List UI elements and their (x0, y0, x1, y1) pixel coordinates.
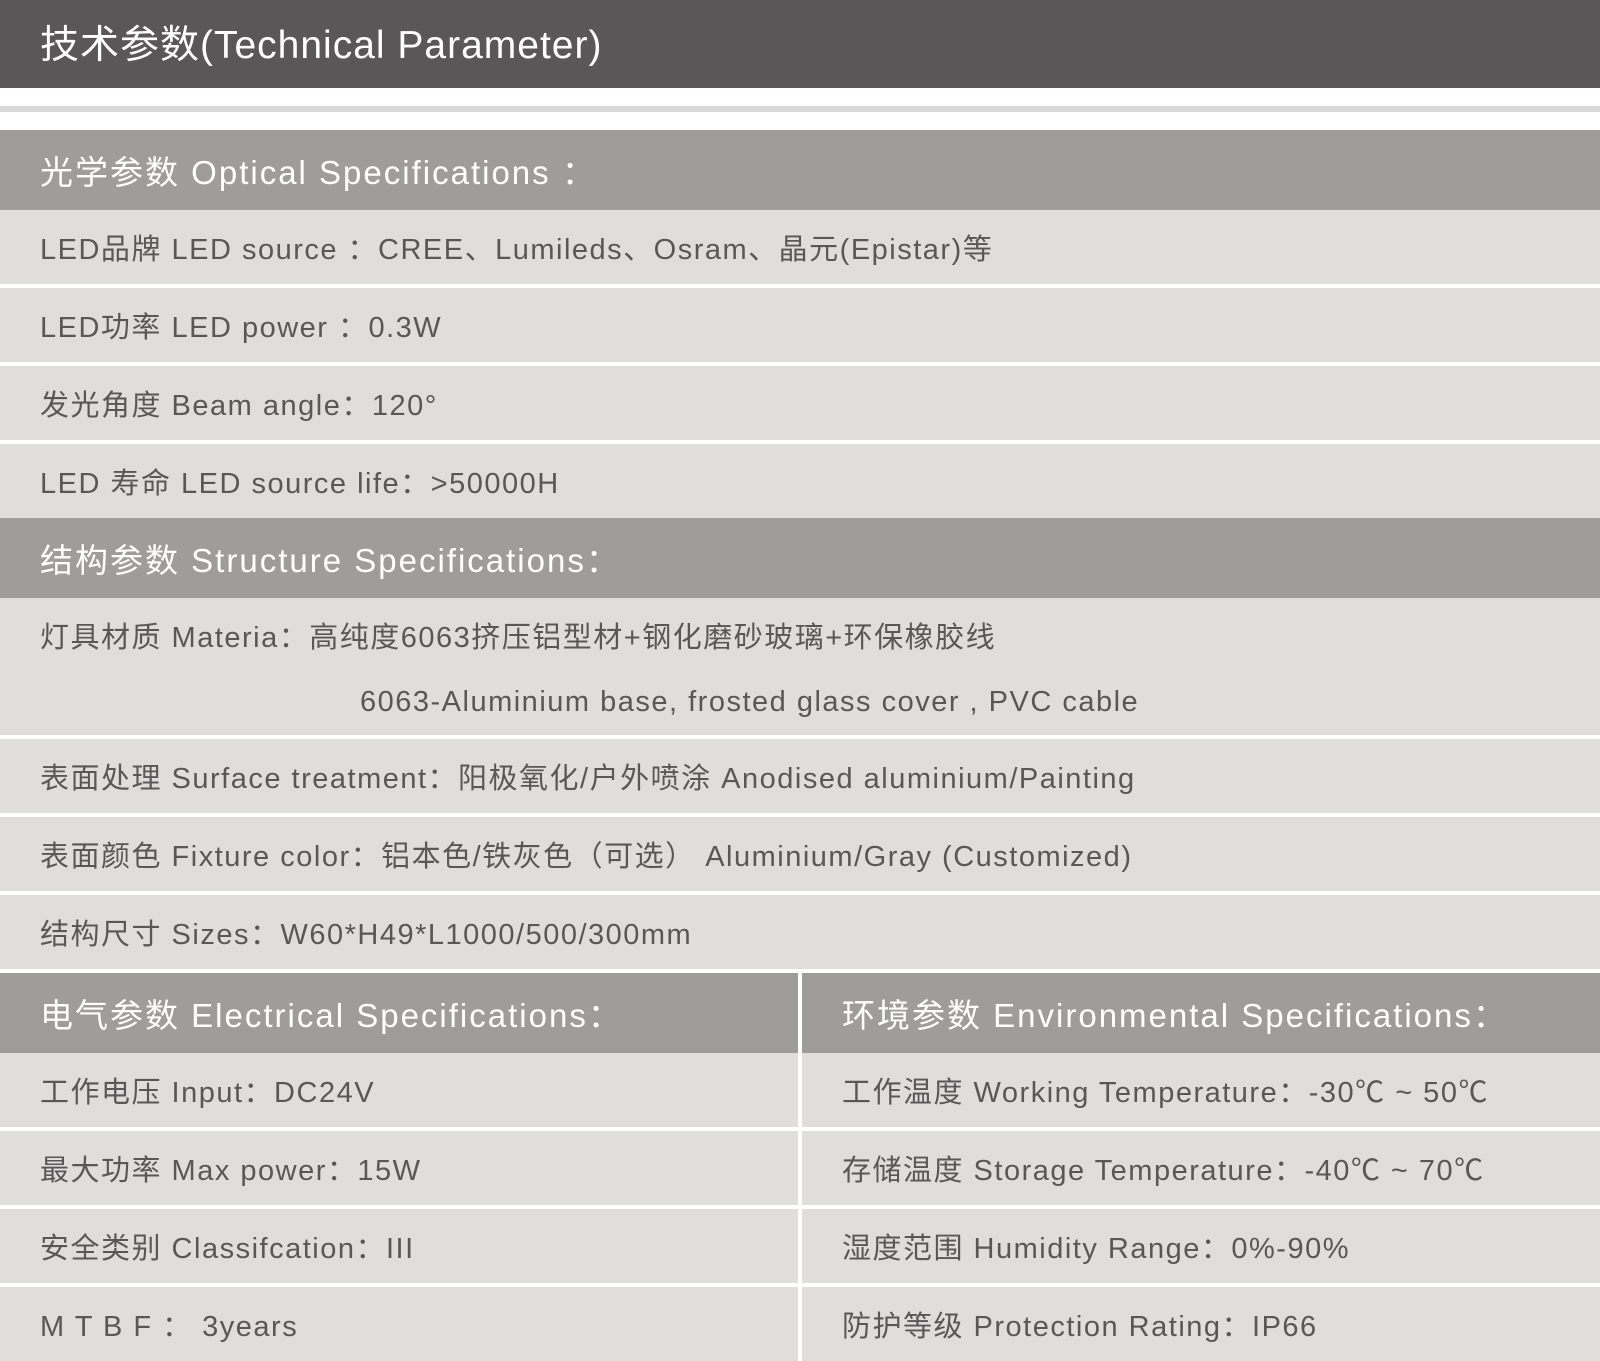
table-row-sub: 6063-Aluminium base, frosted glass cover… (0, 672, 1600, 739)
table-row: LED品牌 LED source ：CREE、Lumileds、Osram、晶元… (0, 210, 1600, 288)
page-title: 技术参数(Technical Parameter) (0, 0, 1600, 88)
optical-header: 光学参数 Optical Specifications ： (0, 130, 1600, 210)
table-row: M T B F ： 3years (0, 1287, 798, 1361)
table-row: 发光角度 Beam angle：120° (0, 366, 1600, 444)
table-row: 最大功率 Max power：15W (0, 1131, 798, 1209)
environmental-column: 环境参数 Environmental Specifications： 工作温度 … (802, 973, 1600, 1361)
structure-header: 结构参数 Structure Specifications： (0, 518, 1600, 598)
gap (0, 88, 1600, 106)
table-row: 工作电压 Input：DC24V (0, 1053, 798, 1131)
table-row: LED 寿命 LED source life：>50000H (0, 444, 1600, 518)
table-row: 防护等级 Protection Rating：IP66 (802, 1287, 1600, 1361)
spec-sheet: 技术参数(Technical Parameter) 光学参数 Optical S… (0, 0, 1600, 1361)
table-row: 工作温度 Working Temperature：-30℃ ~ 50℃ (802, 1053, 1600, 1131)
gap (0, 112, 1600, 130)
table-row: 表面颜色 Fixture color：铝本色/铁灰色（可选） Aluminium… (0, 817, 1600, 895)
table-row: 结构尺寸 Sizes：W60*H49*L1000/500/300mm (0, 895, 1600, 973)
environmental-header: 环境参数 Environmental Specifications： (802, 973, 1600, 1053)
table-row: 灯具材质 Materia：高纯度6063挤压铝型材+钢化磨砂玻璃+环保橡胶线 (0, 598, 1600, 672)
table-row: 存储温度 Storage Temperature：-40℃ ~ 70℃ (802, 1131, 1600, 1209)
two-column-section: 电气参数 Electrical Specifications： 工作电压 Inp… (0, 973, 1600, 1361)
electrical-header: 电气参数 Electrical Specifications： (0, 973, 798, 1053)
table-row: LED功率 LED power ：0.3W (0, 288, 1600, 366)
table-row: 表面处理 Surface treatment：阳极氧化/户外喷涂 Anodise… (0, 739, 1600, 817)
table-row: 安全类别 Classifcation：III (0, 1209, 798, 1287)
electrical-column: 电气参数 Electrical Specifications： 工作电压 Inp… (0, 973, 802, 1361)
table-row: 湿度范围 Humidity Range：0%-90% (802, 1209, 1600, 1287)
